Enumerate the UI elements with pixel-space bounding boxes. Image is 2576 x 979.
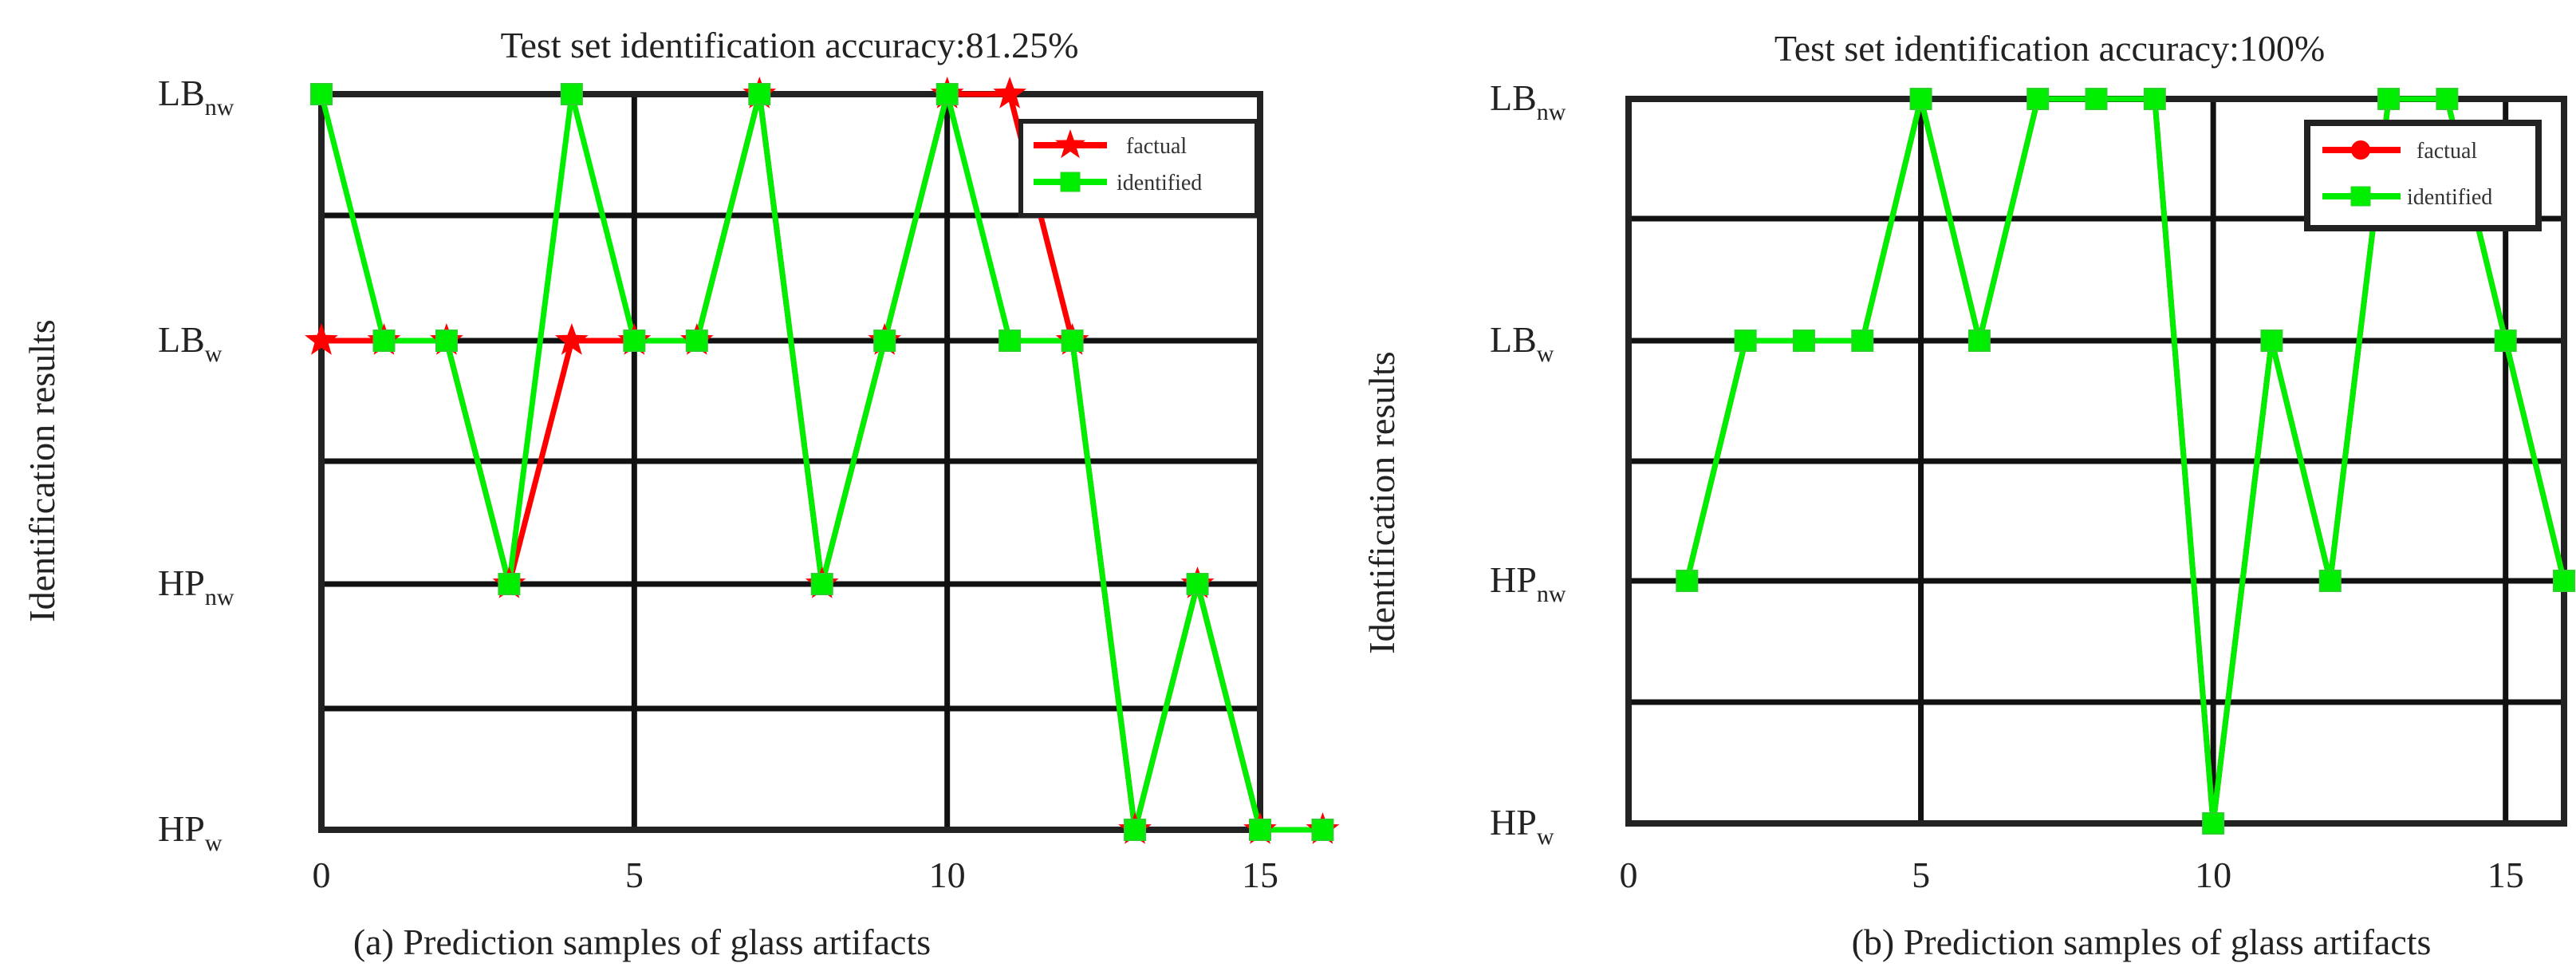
y-tick-label-sub: nw <box>1537 581 1566 607</box>
x-tick-label: 15 <box>1242 855 1278 895</box>
y-tick-label-sub: w <box>205 341 223 367</box>
data-point-identified <box>2085 88 2108 110</box>
caption-b: (b) Prediction samples of glass artifact… <box>1852 922 2432 962</box>
data-point-identified <box>2436 88 2459 110</box>
chart-title-a: Test set identification accuracy:81.25% <box>501 25 1079 65</box>
y-axis-title-a: Identification results <box>22 319 62 622</box>
data-point-identified <box>998 330 1022 352</box>
data-point-identified <box>1909 88 1932 110</box>
data-point-identified <box>1851 330 1874 352</box>
x-tick-labels-a: 0 5 10 15 <box>313 855 1279 895</box>
data-point-identified <box>372 330 396 352</box>
x-tick-label: 0 <box>313 855 331 895</box>
data-point-identified <box>310 83 333 105</box>
data-point-identified <box>685 330 708 352</box>
legend-b: factual identified <box>2304 120 2542 231</box>
data-point-identified <box>1249 819 1271 841</box>
data-point-identified <box>2494 330 2517 352</box>
y-axis-title-b: Identification results <box>1361 351 1402 653</box>
data-point-identified <box>2260 330 2283 352</box>
y-tick-label: HPnw <box>1490 559 1566 607</box>
x-tick-label: 10 <box>2195 855 2231 895</box>
chart-panel-b: Test set identification accuracy:100% LB… <box>1361 28 2575 962</box>
data-point-identified <box>435 330 458 352</box>
data-point-identified <box>2027 88 2050 110</box>
data-point-identified <box>560 83 583 105</box>
data-point-identified <box>498 573 521 595</box>
x-tick-label: 5 <box>1912 855 1930 895</box>
data-point-identified <box>1676 570 1699 592</box>
legend-identified-marker-a <box>1060 172 1081 192</box>
x-tick-labels-b: 0 5 10 15 <box>1620 855 2524 895</box>
data-point-factual <box>993 77 1027 109</box>
data-point-identified <box>2377 88 2401 110</box>
y-tick-label: LBw <box>1490 319 1554 367</box>
data-point-identified <box>1311 819 1334 841</box>
data-point-identified <box>1186 573 1209 595</box>
grid-a <box>318 91 1263 833</box>
data-point-identified <box>1061 330 1084 352</box>
data-point-identified <box>1792 330 1815 352</box>
data-point-factual <box>554 323 589 355</box>
x-tick-label: 15 <box>2487 855 2524 895</box>
data-point-identified <box>748 83 771 105</box>
legend-identified-label-b: identified <box>2407 185 2492 210</box>
data-point-identified <box>2318 570 2342 592</box>
series-a <box>305 77 1340 844</box>
legend-factual-label-b: factual <box>2416 139 2477 164</box>
legend-identified-label-a: identified <box>1117 171 1202 195</box>
y-tick-label-sub: w <box>1537 341 1554 367</box>
data-point-identified <box>1734 330 1757 352</box>
data-point-factual <box>305 323 338 355</box>
y-tick-label-sub: nw <box>1537 99 1566 125</box>
data-point-identified <box>810 573 833 595</box>
data-point-identified <box>623 330 646 352</box>
legend-identified-marker-b <box>2350 186 2371 207</box>
y-tick-label-sub: nw <box>205 94 234 120</box>
y-tick-label-sub: w <box>205 830 223 856</box>
data-point-identified <box>2202 812 2225 835</box>
legend-a: factual identified <box>1018 119 1259 218</box>
data-point-identified <box>935 83 959 105</box>
caption-a: (a) Prediction samples of glass artifact… <box>353 922 931 962</box>
data-point-identified <box>873 330 896 352</box>
legend-factual-marker-b <box>2351 140 2370 160</box>
chart-title-b: Test set identification accuracy:100% <box>1774 28 2325 69</box>
data-point-identified <box>1967 330 1991 352</box>
y-tick-label-sub: nw <box>205 584 234 610</box>
x-tick-label: 10 <box>929 855 966 895</box>
chart-panel-a: Test set identification accuracy:81.25% … <box>22 25 1340 962</box>
plot-frame <box>318 91 1263 833</box>
legend-factual-marker-a <box>1055 129 1085 159</box>
x-tick-label: 5 <box>625 855 644 895</box>
data-point-identified <box>2143 88 2166 110</box>
data-point-identified <box>1124 819 1147 841</box>
series-line-identified <box>1684 96 2567 827</box>
x-tick-label: 0 <box>1620 855 1638 895</box>
y-tick-label-sub: w <box>1537 823 1554 850</box>
data-point-identified <box>2553 570 2575 592</box>
legend-factual-label-a: factual <box>1126 134 1187 159</box>
series-b <box>1676 88 2575 835</box>
